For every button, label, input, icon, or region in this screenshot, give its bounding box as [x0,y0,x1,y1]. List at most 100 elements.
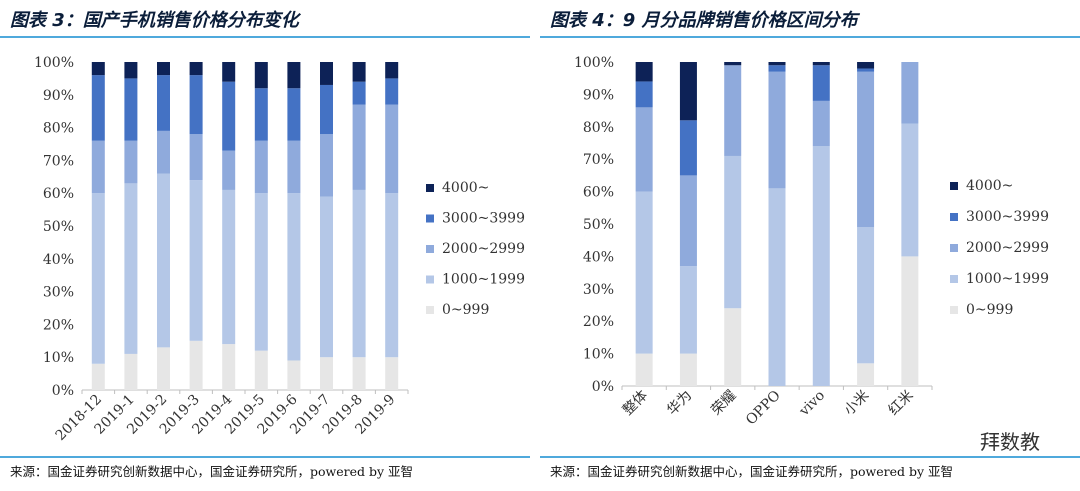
source-note: 来源：国金证券研究创新数据中心，国金证券研究所，powered by 亚智 [550,464,954,479]
bar-segment [222,81,236,151]
legend-swatch [426,306,434,314]
bar-segment [857,68,875,72]
bar-segment [124,62,138,79]
y-tick-label: 40% [43,252,74,268]
bar-segment [724,62,742,66]
bar-segment [857,227,875,364]
right-chart-panel: 图表 4：9 月分品牌销售价格区间分布 0% 10% 20% 30% 40% 50% 60%… [540,0,1080,491]
bar-segment [320,134,333,197]
bar-segment [857,363,875,386]
y-tick-label: 10% [43,350,74,366]
bar-segment [679,353,697,386]
bar-segment [91,193,105,364]
bar-segment [189,62,203,76]
legend-swatch [426,184,434,192]
bar-segment [768,188,786,386]
y-tick-label: 100% [574,55,614,71]
bar-segment [385,357,399,390]
legend-label: 0~999 [966,302,1013,318]
bar-segment [724,308,742,386]
y-tick-label: 60% [583,185,614,201]
bar-segment [385,104,399,194]
bar-segment [254,140,268,194]
bar-segment [287,360,301,390]
y-tick-label: 60% [43,186,74,202]
bar-segment [124,140,138,184]
bar-segment [724,65,742,156]
legend-swatch [950,244,958,252]
bar-segment [157,130,170,174]
y-tick-label: 100% [34,55,74,71]
legend-label: 3000~3999 [442,211,525,227]
x-tick-label: 整体 [620,388,651,419]
legend-swatch [426,214,434,223]
bar-segment [724,155,742,309]
bar-segment [254,350,268,390]
legend-swatch [426,245,434,253]
bar-segment [679,266,697,354]
y-tick-label: 70% [583,152,614,168]
bar-segment [157,62,170,76]
bar-segment [222,189,236,345]
bar-segment [812,146,830,386]
legend-label: 4000~ [442,180,489,196]
source-note: 来源：国金证券研究创新数据中心，国金证券研究所，powered by 亚智 [10,464,414,479]
y-tick-label: 30% [43,285,74,301]
legend-swatch [950,213,958,221]
chart-left: 0% 10% 20% 30% 40% 50% 60% 70% 80% 90% 100% 2018-12… [34,55,525,444]
x-tick-label: 小米 [841,388,872,419]
legend-swatch [426,275,434,284]
bar-segment [189,134,203,181]
chart-title: 图表 4：9 月分品牌销售价格区间分布 [550,10,858,31]
y-tick-label: 90% [583,87,614,103]
bar-segment [124,353,138,390]
bar-segment [287,193,301,361]
bar-segment [320,196,333,358]
bar-segment [857,71,875,228]
bar-segment [189,340,203,390]
bar-segment [352,104,366,190]
bar-segment [812,100,830,147]
bar-segment [679,175,697,267]
bar-segment [352,62,366,82]
bar-segment [635,81,653,108]
y-tick-label: 0% [52,383,74,399]
bar-segment [157,347,170,390]
bar-segment [157,75,170,131]
y-tick-label: 10% [583,347,614,363]
bar-segment [254,62,268,89]
bar-segment [385,193,399,358]
bottom-rule [540,456,1080,458]
bar-segment [320,84,333,135]
bar-segment [812,62,830,66]
bar-segment [352,81,366,105]
legend-swatch [950,275,958,283]
y-tick-label: 20% [583,314,614,330]
bar-segment [222,150,236,190]
legend-label: 0~999 [442,302,489,318]
top-rule [540,36,1080,38]
bar-segment [385,62,399,79]
x-tick-label: vivo [796,388,828,420]
bar-segment [320,62,333,85]
bar-segment [352,189,366,358]
bar-segment [635,107,653,192]
bar-segment [91,140,105,194]
y-tick-label: 50% [43,219,74,235]
bar-segment [189,180,203,341]
y-tick-label: 80% [43,121,74,137]
bar-segment [189,75,203,135]
bar-segment [857,62,875,69]
bar-segment [901,256,919,386]
bar-segment [635,191,653,354]
y-tick-label: 30% [583,282,614,298]
bar-segment [91,363,105,390]
chart-right: 0% 10% 20% 30% 40% 50% 60% 70% 80% 90% 100% 整体 华为 荣耀 O… [574,55,1049,428]
bar-segment [768,62,786,66]
bar-segment [222,344,236,390]
bar-segment [287,62,301,89]
bar-segment [157,173,170,348]
bar-segment [901,123,919,257]
y-tick-label: 80% [583,120,614,136]
bar-segment [287,140,301,194]
